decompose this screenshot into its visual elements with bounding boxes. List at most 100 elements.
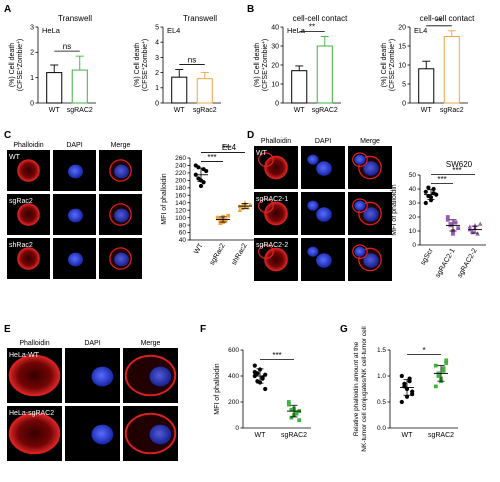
micrographs-c: Phalloidin DAPI Merge WT sgRac2 shRac2 — [7, 142, 142, 279]
x-tick-label: WT — [294, 107, 306, 114]
data-point — [410, 392, 415, 397]
cell-nucleus — [68, 252, 83, 267]
inset-label: HeLa — [42, 26, 61, 35]
panel-letter-c: C — [4, 130, 11, 141]
data-point — [255, 379, 260, 384]
cell-nucleus — [68, 164, 83, 179]
cell-nucleus — [114, 208, 129, 223]
x-tick-label: WT — [421, 107, 433, 114]
y-tick-label: 2 — [155, 70, 159, 77]
panel-letter-d: D — [247, 130, 254, 141]
cell-actin-ring — [352, 244, 368, 259]
micrograph-cell — [53, 194, 96, 235]
data-point — [201, 180, 206, 185]
cell-nucleus — [354, 246, 366, 257]
y-tick-label: 140 — [175, 200, 186, 207]
chart-b-hela-contact: cell-cell contact HeLa 0 10 20 30 40 (%) Cell d… — [254, 14, 348, 114]
cell-nucleus — [363, 161, 379, 176]
cell-actin-ring — [264, 155, 288, 180]
y-label-plus: + — [388, 67, 394, 70]
y-tick-label: 10 — [271, 81, 279, 88]
y-tick-label: 1.0 — [377, 373, 386, 380]
x-tick-label: WT — [402, 432, 414, 439]
data-point — [404, 394, 410, 399]
panel-letter-b: B — [247, 4, 254, 15]
data-point — [196, 176, 201, 181]
x-tick-label: WT — [255, 432, 267, 439]
chart-title: cell-cell contact — [420, 14, 475, 23]
y-tick-label: 40 — [409, 186, 417, 193]
data-point — [226, 213, 231, 218]
data-point — [237, 207, 242, 212]
data-point — [433, 363, 438, 368]
micrograph-cell: WT — [254, 146, 298, 189]
cell-nucleus — [91, 424, 114, 445]
y-label-plus: + — [388, 41, 394, 44]
data-point — [444, 361, 449, 365]
chart-title: Transwell — [183, 14, 217, 23]
cell-actin-ring — [264, 247, 288, 272]
y-tick-label: 0 — [402, 100, 406, 107]
cell-actin-ring — [17, 159, 40, 182]
y-tick-label: 40 — [271, 24, 279, 31]
cell-actin-ring — [17, 203, 40, 226]
y-tick-label: 4 — [155, 40, 159, 47]
cell-nucleus — [363, 253, 379, 268]
data-point — [431, 186, 436, 192]
chart-g-relative-phalloidin: 0.0 0.5 1.0 1.5 Relative phalloidin amount a… — [353, 326, 458, 452]
x-tick-label: sgRAC2 — [428, 432, 454, 439]
y-tick-label: 30 — [271, 43, 279, 50]
cell-actin-ring — [8, 354, 61, 397]
micrograph-header: Merge — [360, 138, 380, 145]
panel-letter-f: F — [200, 324, 206, 335]
micrographs-d: Phalloidin DAPI Merge WT sgRAC2-1 sgRAC2-2 — [254, 138, 392, 281]
y-tick-label: 160 — [175, 192, 186, 199]
y-tick-label: 5 — [155, 24, 159, 31]
data-point — [399, 373, 404, 379]
y-axis-label-sub: (CFSE+Zombie+) — [141, 39, 149, 92]
y-tick-label: 0 — [155, 100, 159, 107]
y-axis-label: MFI of phalloidin — [391, 184, 398, 235]
cell-nucleus — [307, 154, 319, 165]
y-axis-label: (%) Cell death — [381, 43, 388, 87]
data-point — [286, 400, 291, 404]
y-tick-label: 0 — [30, 100, 34, 107]
y-tick-label: 600 — [228, 347, 239, 354]
cell-actin-ring — [258, 244, 274, 259]
cell-nucleus — [354, 200, 366, 211]
y-tick-label: 30 — [409, 200, 417, 207]
y-label-plus: + — [16, 67, 22, 70]
y-tick-label: 1 — [155, 85, 159, 92]
y-label-part: ) — [262, 39, 269, 41]
x-tick-label: sgRac2 — [209, 242, 227, 266]
y-axis-label-line2: NK-tumor cell conjugates/NK cell-tumor c… — [361, 326, 368, 452]
significance-label: ns — [63, 42, 71, 51]
micrograph-header: Phalloidin — [261, 138, 291, 145]
micrograph-header: Phalloidin — [13, 142, 43, 149]
micrograph-row-label: WT — [256, 150, 268, 157]
y-tick-label: 240 — [175, 163, 186, 170]
y-label-plus: + — [261, 41, 267, 44]
cell-nucleus — [316, 253, 332, 268]
y-tick-label: 20 — [398, 24, 406, 31]
data-point — [289, 415, 294, 420]
y-tick-label: 20 — [409, 214, 417, 221]
y-tick-label: 60 — [179, 230, 187, 237]
inset-label: EL4 — [414, 26, 427, 35]
cell-actin-ring — [352, 152, 368, 167]
y-tick-label: 3 — [30, 24, 34, 31]
cell-nucleus — [363, 207, 379, 222]
data-point — [263, 386, 268, 392]
y-tick-label: 2 — [30, 50, 34, 57]
y-tick-label: 0 — [275, 100, 279, 107]
data-point — [198, 183, 204, 189]
data-point — [402, 381, 407, 386]
data-point — [451, 231, 455, 236]
y-label-plus: + — [261, 67, 267, 70]
micrograph-row-label: sgRAC2-1 — [256, 196, 288, 203]
y-label-part: Zombie — [389, 44, 396, 67]
data-point — [423, 200, 428, 206]
y-axis-label-sub: (CFSE+Zombie+) — [388, 39, 396, 92]
